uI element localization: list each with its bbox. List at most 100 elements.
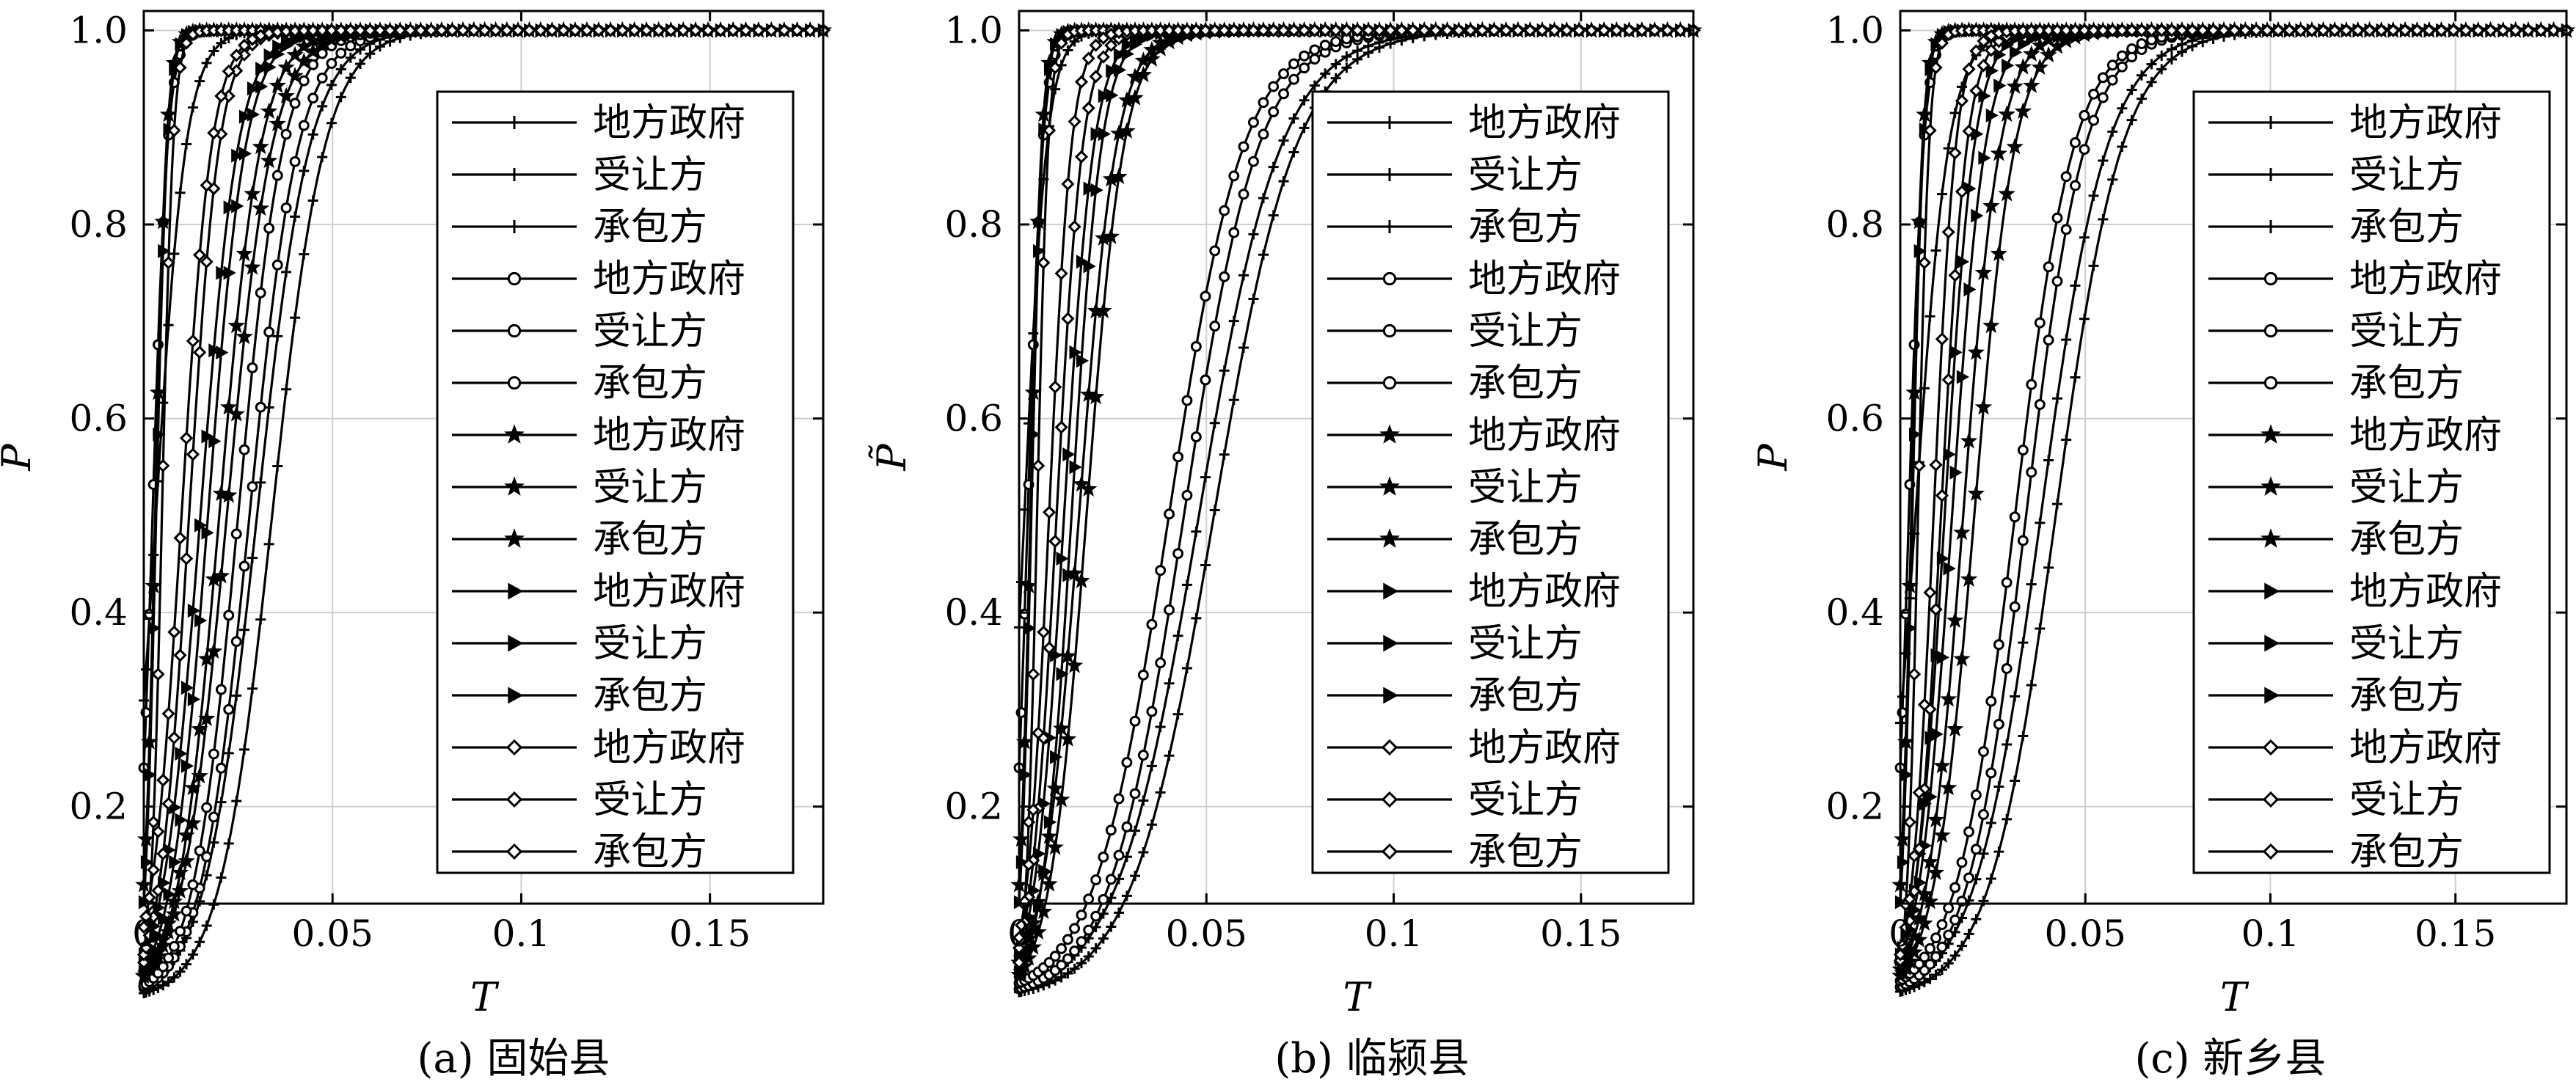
data-point [289,155,301,167]
data-point [335,92,346,103]
legend-label: 承包方 [1468,362,1583,406]
data-point [2106,59,2118,71]
data-point [2009,601,2021,612]
data-point [1155,657,1167,669]
data-point [148,621,161,635]
data-point [263,326,275,338]
data-point [1062,953,1073,965]
data-point [223,838,234,849]
data-point [2097,92,2109,103]
data-point [1137,750,1149,761]
data-point [2034,317,2046,329]
data-point [281,384,292,395]
data-point [1105,824,1117,836]
data-point [1090,910,1102,922]
data-point [1288,58,1299,70]
data-point [1971,914,1982,925]
data-point [247,481,258,492]
data-point [277,87,295,104]
legend-marker [1382,271,1397,286]
x-tick-label: 0.15 [2415,912,2496,955]
data-point [1258,97,1269,109]
legend-label: 地方政府 [593,414,745,458]
legend-label: 地方政府 [2349,257,2502,301]
data-point [2097,72,2109,84]
data-point [171,863,189,880]
data-point [1278,88,1289,100]
y-tick-label: 0.4 [944,591,1003,634]
data-point [345,73,356,84]
data-point [271,259,283,271]
legend-label: 承包方 [2349,205,2464,249]
data-point [180,905,192,917]
data-point [2051,275,2063,287]
x-tick-label: 0.1 [2241,912,2300,955]
legend-label: 受让方 [593,310,707,354]
data-point [215,684,227,695]
data-point [1137,669,1149,681]
legend-label: 地方政府 [593,570,745,614]
data-point [201,851,213,863]
data-point [180,758,194,773]
data-point [181,959,192,970]
data-point [178,826,195,843]
data-point [1963,929,1974,940]
data-point [355,58,366,69]
data-point [1978,746,1989,758]
data-point [316,72,328,84]
data-point [208,433,222,449]
data-point [2051,212,2063,224]
data-point [236,327,253,345]
legend-marker [507,376,522,390]
data-point [1238,141,1249,153]
data-point [223,747,234,758]
data-point [1219,271,1230,282]
data-point [157,961,169,973]
y-tick-label: 1.0 [944,9,1003,51]
data-point [295,37,313,54]
data-point [1268,106,1280,117]
x-tick-label: 0.1 [1365,912,1423,955]
data-point [205,570,223,587]
data-point [1076,910,1087,921]
data-point [230,528,242,540]
data-point [169,854,182,869]
data-point [1309,44,1321,56]
data-point [2060,171,2072,183]
data-point [184,778,202,796]
data-point [299,166,310,177]
data-point [1299,62,1310,74]
data-point [169,972,180,983]
data-point [2026,378,2037,390]
legend-label: 地方政府 [1468,257,1621,301]
legend-label: 地方政府 [2349,414,2502,458]
data-point [1936,919,1948,930]
data-point [1949,882,1961,893]
data-point [165,905,183,922]
data-point [1288,73,1299,85]
data-point [167,123,181,137]
data-point [1963,872,1974,884]
data-point [161,256,175,270]
data-point [205,642,223,659]
data-point [1924,943,1936,954]
legend-label: 地方政府 [593,257,745,301]
data-point [153,427,166,442]
data-point [307,92,319,104]
data-point [1209,245,1221,257]
data-point [194,518,208,532]
data-point [1105,874,1117,885]
x-tick-label: 0.05 [292,912,373,955]
legend-marker [2263,376,2278,390]
data-point [255,62,269,76]
data-point [295,52,313,70]
data-point [175,926,186,937]
data-point [290,211,301,222]
legend-label: 受让方 [2349,310,2464,354]
data-point [1062,934,1073,945]
data-point [223,703,235,715]
data-point [247,81,260,96]
data-point [345,52,356,63]
legend-label: 承包方 [1468,518,1583,562]
